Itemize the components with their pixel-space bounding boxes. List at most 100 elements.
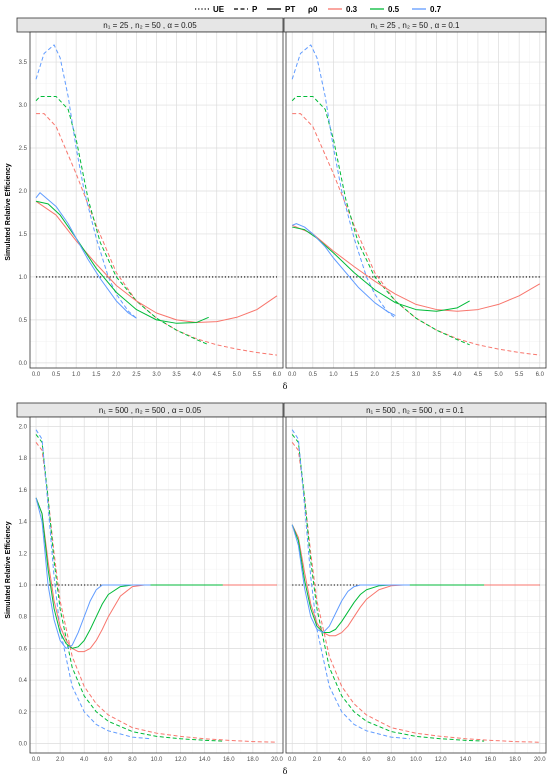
series-line-p-rho-05 xyxy=(291,434,485,742)
x-tick-label: 3.0 xyxy=(412,372,421,378)
y-tick-label: 2.0 xyxy=(19,425,28,431)
x-tick-label: 2.5 xyxy=(132,372,141,378)
x-axis-title-top: δ xyxy=(283,382,288,391)
x-tick-label: 1.5 xyxy=(350,372,359,378)
series-line-pt-rho-07 xyxy=(291,524,410,634)
x-tick-label: 4.0 xyxy=(192,372,201,378)
panel-title: n₁ = 25 , n₂ = 50 , α = 0.1 xyxy=(371,21,460,30)
x-tick-label: 0.0 xyxy=(32,757,41,763)
series-line-pt-rho-05 xyxy=(292,226,470,312)
x-tick-label: 5.5 xyxy=(253,372,262,378)
x-tick-label: 4.0 xyxy=(338,757,347,763)
series-group xyxy=(35,44,278,356)
series-line-pt-rho-03 xyxy=(291,224,541,312)
series-line-pt-rho-07 xyxy=(35,192,137,319)
y-tick-label: 2.0 xyxy=(19,189,28,195)
axis-labels: Simulated Relative Efficiency Simulated … xyxy=(5,163,288,776)
x-tick-label: 1.0 xyxy=(72,372,81,378)
panel-0: n₁ = 25 , n₂ = 50 , α = 0.05 0.0 0.5 1.0 1.5… xyxy=(16,17,284,378)
x-axis-title-bottom: δ xyxy=(283,767,288,776)
x-tick-label: 0.5 xyxy=(309,372,318,378)
x-tick-label: 20.0 xyxy=(534,757,546,763)
legend-label-p: P xyxy=(252,5,258,14)
x-tick-label: 16.0 xyxy=(484,757,496,763)
legend-label-rho-0: 0.3 xyxy=(346,5,358,14)
series-line-pt-rho-05 xyxy=(35,497,223,649)
series-line-pt-rho-05 xyxy=(35,200,209,324)
panel-2: n₁ = 500 , n₂ = 500 , α = 0.05 0.0 2.0 4.0 6… xyxy=(16,402,284,763)
panel-title: n₁ = 500 , n₂ = 500 , α = 0.05 xyxy=(99,406,202,415)
y-tick-label: 1.0 xyxy=(19,583,28,589)
x-tick-label: 18.0 xyxy=(247,757,259,763)
series-line-p-rho-05 xyxy=(35,95,209,346)
x-tick-label: 1.0 xyxy=(329,372,338,378)
legend: UE P PT ρ0 0.3 0.5 0.7 xyxy=(195,5,442,14)
panel-title: n₁ = 25 , n₂ = 50 , α = 0.05 xyxy=(103,21,197,30)
x-tick-label: 2.0 xyxy=(371,372,380,378)
x-tick-label: 4.0 xyxy=(453,372,462,378)
series-line-p-rho-07 xyxy=(35,44,137,319)
y-tick-label: 3.0 xyxy=(19,103,28,109)
y-tick-label: 1.5 xyxy=(19,232,28,238)
y-tick-label: 1.0 xyxy=(19,275,28,281)
y-tick-label: 1.4 xyxy=(19,520,28,526)
y-tick-label: 0.6 xyxy=(19,646,28,652)
x-tick-label: 2.0 xyxy=(112,372,121,378)
y-tick-label: 1.6 xyxy=(19,488,28,494)
legend-rho-title: ρ0 xyxy=(308,5,318,14)
panel-3: n₁ = 500 , n₂ = 500 , α = 0.1 0.0 2.0 4.0 6.… xyxy=(283,402,547,763)
x-tick-label: 4.0 xyxy=(80,757,89,763)
series-line-p-rho-07 xyxy=(291,429,410,740)
x-tick-label: 12.0 xyxy=(435,757,447,763)
x-tick-label: 2.0 xyxy=(313,757,322,763)
x-tick-label: 10.0 xyxy=(151,757,163,763)
panel-title: n₁ = 500 , n₂ = 500 , α = 0.1 xyxy=(366,406,464,415)
series-line-pt-rho-07 xyxy=(35,497,151,649)
x-tick-label: 10.0 xyxy=(410,757,422,763)
series-group xyxy=(35,429,277,743)
x-tick-label: 5.5 xyxy=(515,372,524,378)
y-tick-label: 0.4 xyxy=(19,678,28,684)
x-tick-label: 3.0 xyxy=(152,372,161,378)
x-tick-label: 0.0 xyxy=(288,757,297,763)
series-group xyxy=(291,44,541,356)
x-tick-label: 5.0 xyxy=(233,372,242,378)
x-tick-label: 6.0 xyxy=(362,757,371,763)
y-tick-label: 0.2 xyxy=(19,710,28,716)
x-tick-label: 6.0 xyxy=(536,372,545,378)
x-tick-label: 4.5 xyxy=(213,372,222,378)
x-tick-label: 8.0 xyxy=(387,757,396,763)
x-tick-label: 3.5 xyxy=(172,372,181,378)
series-line-p-rho-07 xyxy=(35,429,151,740)
x-tick-label: 0.5 xyxy=(52,372,61,378)
x-tick-label: 2.5 xyxy=(391,372,400,378)
x-tick-label: 14.0 xyxy=(460,757,472,763)
legend-label-ue: UE xyxy=(213,5,225,14)
y-tick-label: 2.5 xyxy=(19,146,28,152)
x-tick-label: 6.0 xyxy=(273,372,282,378)
legend-label-rho-2: 0.7 xyxy=(430,5,442,14)
series-group xyxy=(291,429,540,743)
y-tick-label: 0.5 xyxy=(19,318,28,324)
series-line-p-rho-05 xyxy=(35,434,223,742)
x-tick-label: 16.0 xyxy=(223,757,235,763)
x-tick-label: 18.0 xyxy=(509,757,521,763)
y-tick-label: 1.2 xyxy=(19,551,28,557)
series-line-pt-rho-05 xyxy=(291,524,485,634)
x-tick-label: 20.0 xyxy=(271,757,283,763)
panels: n₁ = 25 , n₂ = 50 , α = 0.05 0.0 0.5 1.0 1.5… xyxy=(16,17,547,763)
series-line-p-rho-03 xyxy=(292,113,540,356)
legend-label-pt: PT xyxy=(285,5,295,14)
x-tick-label: 3.5 xyxy=(432,372,441,378)
plot-border xyxy=(285,31,547,369)
series-line-pt-rho-03 xyxy=(35,200,278,323)
legend-label-rho-1: 0.5 xyxy=(388,5,400,14)
y-tick-label: 0.0 xyxy=(19,361,28,367)
x-tick-label: 8.0 xyxy=(128,757,137,763)
plot-border xyxy=(29,31,284,369)
plot-border xyxy=(285,416,547,754)
plot-border xyxy=(29,416,284,754)
y-tick-label: 0.0 xyxy=(19,741,28,747)
series-line-pt-rho-07 xyxy=(291,223,396,317)
